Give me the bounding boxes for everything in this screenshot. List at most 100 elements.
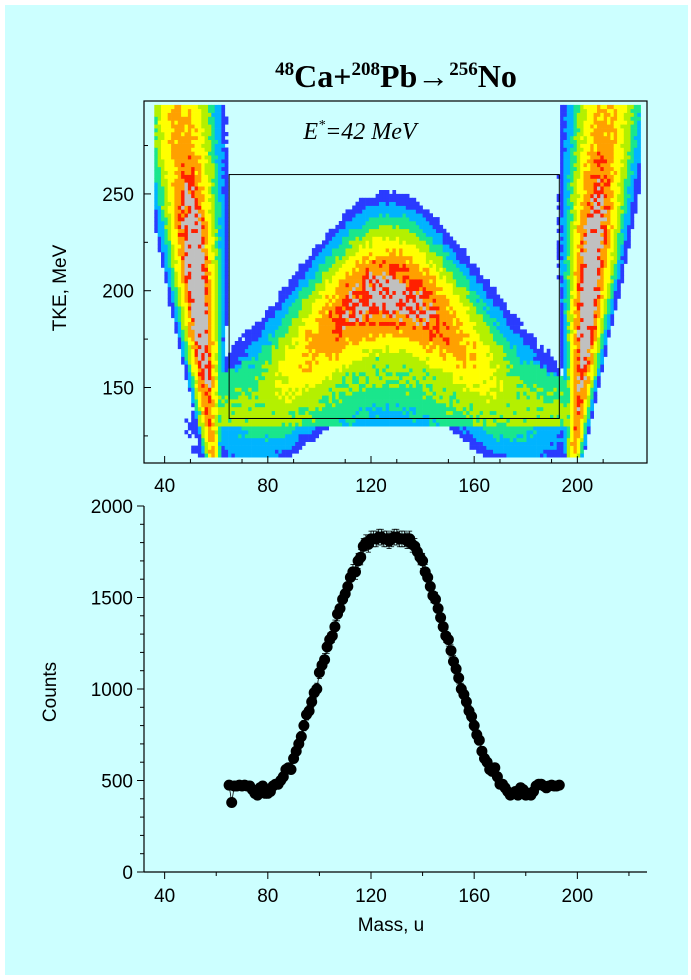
heatmap-cell <box>174 228 179 233</box>
heatmap-cell <box>224 306 229 311</box>
heatmap-cell <box>177 263 182 268</box>
heatmap-cell <box>211 190 215 195</box>
heatmap-cell <box>285 426 289 431</box>
heatmap-cell <box>446 263 450 268</box>
heatmap-cell <box>419 313 423 319</box>
heatmap-cell <box>395 406 400 412</box>
heatmap-cell <box>228 434 232 439</box>
heatmap-cell <box>311 294 316 299</box>
heatmap-cell <box>285 418 289 423</box>
heatmap-cell <box>194 329 199 334</box>
heatmap-cell <box>419 236 423 241</box>
heatmap-cell <box>218 240 222 245</box>
heatmap-cell <box>218 221 222 226</box>
heatmap-cell <box>322 248 326 253</box>
heatmap-cell <box>342 213 346 218</box>
heatmap-cell <box>345 375 350 381</box>
heatmap-cell <box>382 341 386 346</box>
heatmap-cell <box>244 449 249 454</box>
heatmap-cell <box>372 286 376 291</box>
heatmap-cell <box>238 399 242 404</box>
heatmap-cell <box>379 325 383 330</box>
heatmap-cell <box>362 414 366 419</box>
heatmap-cell <box>298 306 303 311</box>
heatmap-cell <box>335 279 340 284</box>
heatmap-cell <box>234 348 239 353</box>
heatmap-cell <box>224 434 229 439</box>
heatmap-cell <box>432 228 437 233</box>
heatmap-cell <box>187 228 192 233</box>
heatmap-cell <box>452 321 457 326</box>
heatmap-cell <box>362 348 366 353</box>
heatmap-cell <box>442 302 447 307</box>
heatmap-cell <box>419 267 423 272</box>
heatmap-cell <box>308 286 313 291</box>
heatmap-cell <box>157 248 162 253</box>
heatmap-cell <box>204 275 209 280</box>
heatmap-cell <box>405 391 410 396</box>
heatmap-cell <box>375 298 380 303</box>
heatmap-cell <box>342 337 346 342</box>
heatmap-cell <box>208 236 212 241</box>
heatmap-cell <box>244 418 249 423</box>
heatmap-cell <box>214 232 219 237</box>
heatmap-cell <box>214 244 219 249</box>
heatmap-cell <box>315 255 319 261</box>
heatmap-cell <box>291 360 296 365</box>
heatmap-cell <box>325 341 329 346</box>
heatmap-cell <box>154 108 158 113</box>
heatmap-cell <box>442 352 447 357</box>
heatmap-cell <box>375 240 380 245</box>
heatmap-cell <box>345 368 350 373</box>
heatmap-cell <box>211 182 215 187</box>
heatmap-cell <box>177 166 182 171</box>
heatmap-cell <box>231 379 236 384</box>
heatmap-cell <box>332 310 336 315</box>
heatmap-cell <box>322 375 326 381</box>
heatmap-cell <box>181 217 185 222</box>
heatmap-cell <box>298 302 303 307</box>
heatmap-cell <box>402 422 407 427</box>
heatmap-cell <box>379 255 383 261</box>
heatmap-cell <box>244 333 249 338</box>
heatmap-cell <box>291 310 296 315</box>
heatmap-cell <box>345 383 350 388</box>
heatmap-cell <box>224 406 229 412</box>
heatmap-cell <box>238 364 242 369</box>
heatmap-cell <box>191 147 195 152</box>
heatmap-cell <box>221 360 226 365</box>
heatmap-cell <box>295 441 299 446</box>
heatmap-cell <box>161 221 165 226</box>
heatmap-cell <box>211 410 215 415</box>
heatmap-cell <box>332 271 336 276</box>
heatmap-cell <box>395 283 400 288</box>
heatmap-cell <box>365 383 370 388</box>
heatmap-cell <box>308 267 313 272</box>
heatmap-cell <box>218 151 222 156</box>
heatmap-cell <box>174 252 179 257</box>
heatmap-cell <box>208 445 212 450</box>
heatmap-cell <box>241 395 246 400</box>
heatmap-cell <box>372 399 376 404</box>
heatmap-cell <box>368 279 373 284</box>
heatmap-cell <box>328 418 333 423</box>
heatmap-cell <box>291 298 296 303</box>
heatmap-cell <box>191 182 195 187</box>
heatmap-cell <box>177 132 182 137</box>
heatmap-cell <box>432 333 437 338</box>
heatmap-cell <box>221 437 226 442</box>
heatmap-cell <box>254 344 259 350</box>
heatmap-cell <box>311 399 316 404</box>
heatmap-cell <box>449 379 454 384</box>
heatmap-cell <box>372 356 376 361</box>
heatmap-cell <box>325 325 329 330</box>
heatmap-cell <box>177 201 182 206</box>
heatmap-cell <box>399 252 403 257</box>
heatmap-cell <box>275 449 279 454</box>
heatmap-cell <box>425 224 430 230</box>
heatmap-cell <box>211 120 215 125</box>
heatmap-cell <box>275 430 279 435</box>
heatmap-cell <box>184 108 189 113</box>
heatmap-cell <box>405 410 410 415</box>
heatmap-cell <box>436 217 440 222</box>
